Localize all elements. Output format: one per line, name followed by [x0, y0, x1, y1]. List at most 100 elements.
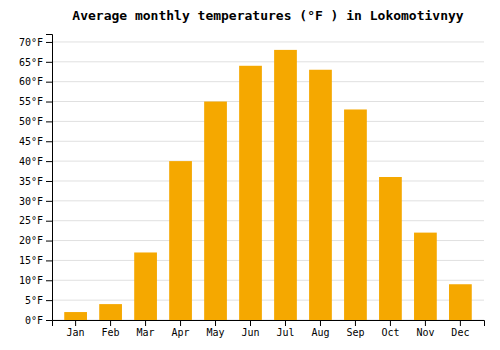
grid-line [52, 200, 484, 201]
y-tick: 5°F [25, 295, 52, 306]
x-tick-label: Nov [416, 327, 434, 338]
y-tick: 25°F [19, 215, 52, 226]
y-tick: 55°F [19, 96, 52, 107]
y-tick-mark [46, 161, 52, 162]
bar [134, 252, 157, 320]
y-tick-label: 35°F [19, 176, 43, 187]
bar [204, 102, 227, 320]
x-tick: Dec [451, 320, 469, 338]
x-tick: Oct [381, 320, 399, 338]
y-tick: 65°F [19, 57, 52, 68]
x-tick: Nov [416, 320, 434, 338]
y-tick: 70°F [19, 37, 52, 48]
title: Average monthly temperatures (°F ) in Lo… [72, 8, 464, 23]
x-tick: Sep [346, 320, 364, 338]
y-tick-label: 70°F [19, 37, 43, 48]
y-tick-mark [46, 241, 52, 242]
y-tick-mark [46, 102, 52, 103]
x-axis-line [53, 321, 485, 327]
x-tick-mark [285, 320, 286, 326]
x-tick: Mar [137, 320, 155, 338]
x-tick-label: Aug [311, 327, 329, 338]
y-tick: 50°F [19, 116, 52, 127]
y-tick-label: 25°F [19, 215, 43, 226]
y-tick-mark [46, 280, 52, 281]
grid-line [52, 41, 484, 42]
chart: 0°F 5°F 10°F 15°F 20°F 25°F 30°F 35°F 40°F 45°F 50… [0, 0, 500, 350]
y-tick-mark [46, 300, 52, 301]
x-tick-mark [180, 320, 181, 326]
y-tick-label: 10°F [19, 275, 43, 286]
y-tick-mark [46, 221, 52, 222]
x-tick: Jul [276, 320, 294, 338]
bar [449, 284, 472, 320]
grid-line [52, 220, 484, 221]
x-tick: Jun [241, 320, 259, 338]
y-axis: 0°F 5°F 10°F 15°F 20°F 25°F 30°F 35°F 40°F 45°F 50… [19, 35, 53, 326]
x-tick-label: Oct [381, 327, 399, 338]
x-tick: Apr [172, 320, 190, 338]
bar [379, 177, 402, 320]
bar [309, 70, 332, 320]
x-tick-mark [75, 320, 76, 326]
y-tick-mark [46, 201, 52, 202]
x-tick-label: Sep [346, 327, 364, 338]
bar [414, 233, 437, 320]
x-tick-label: Jul [276, 327, 294, 338]
x-tick-mark [390, 320, 391, 326]
y-tick-label: 40°F [19, 156, 43, 167]
x-tick-mark [250, 320, 251, 326]
x-tick-label: Mar [137, 327, 155, 338]
x-tick-mark [425, 320, 426, 326]
grid-line [52, 141, 484, 142]
grid-line [52, 101, 484, 102]
x-tick-mark [110, 320, 111, 326]
y-tick-mark [46, 320, 52, 321]
bar [169, 161, 192, 320]
x-tick-label: Jun [241, 327, 259, 338]
y-tick: 35°F [19, 176, 52, 187]
y-tick-label: 50°F [19, 116, 43, 127]
x-tick-label: Feb [102, 327, 120, 338]
y-tick-mark [46, 141, 52, 142]
x-tick: Aug [311, 320, 329, 338]
x-tick: May [206, 320, 224, 338]
y-tick-label: 65°F [19, 57, 43, 68]
y-tick-mark [46, 121, 52, 122]
y-tick-label: 5°F [25, 295, 43, 306]
grid-line [52, 61, 484, 62]
bar [239, 66, 262, 320]
x-axis: Jan Feb Mar Apr May Jun Jul Aug Sep Oct Nov Dec [53, 320, 485, 338]
x-tick-mark [215, 320, 216, 326]
grid-line [52, 180, 484, 181]
y-tick: 0°F [25, 315, 52, 326]
y-tick-label: 0°F [25, 315, 43, 326]
x-tick-mark [460, 320, 461, 326]
y-tick-mark [46, 181, 52, 182]
y-tick-label: 30°F [19, 196, 43, 207]
y-tick-label: 20°F [19, 235, 43, 246]
y-tick: 45°F [19, 136, 52, 147]
y-tick-label: 55°F [19, 96, 43, 107]
plot-area [64, 50, 472, 320]
y-tick-mark [46, 42, 52, 43]
y-tick: 30°F [19, 196, 52, 207]
x-tick-label: May [206, 327, 224, 338]
x-tick: Jan [67, 320, 85, 338]
y-axis-line [46, 35, 53, 321]
x-tick-label: Jan [67, 327, 85, 338]
bar [344, 109, 367, 320]
y-tick: 40°F [19, 156, 52, 167]
x-tick-mark [145, 320, 146, 326]
bar [99, 304, 122, 320]
x-tick-label: Apr [172, 327, 190, 338]
y-tick: 15°F [19, 255, 52, 266]
x-tick-mark [320, 320, 321, 326]
y-tick: 20°F [19, 235, 52, 246]
bar [64, 312, 87, 320]
x-tick-label: Dec [451, 327, 469, 338]
y-tick-mark [46, 260, 52, 261]
x-tick-mark [355, 320, 356, 326]
y-tick-mark [46, 82, 52, 83]
bar [274, 50, 297, 320]
